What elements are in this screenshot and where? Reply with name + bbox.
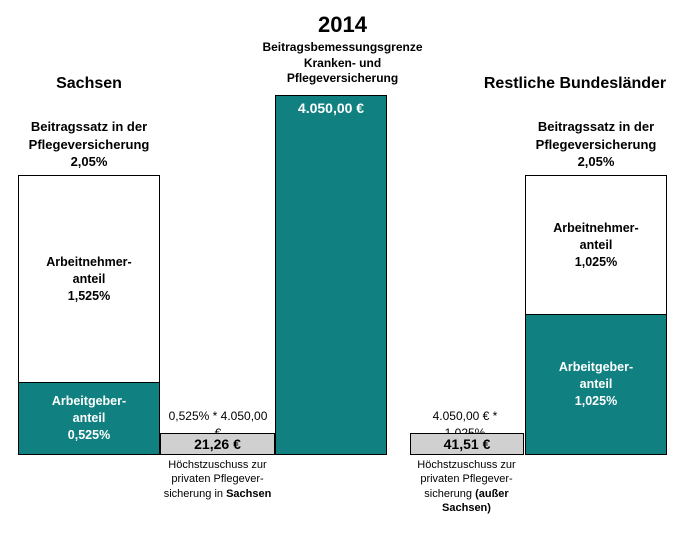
rest-rate-header: Beitragssatz in der Pflegeversicherung 2… [525, 118, 667, 171]
rest-header-line1: Beitragssatz in der [538, 119, 654, 134]
bar-center: 4.050,00 € [275, 95, 387, 455]
sachsen-ag-label2: anteil [73, 410, 106, 427]
sachsen-arbeitgeber-segment: Arbeitgeber- anteil 0,525% [19, 382, 159, 454]
sachsen-ag-label1: Arbeitgeber- [52, 393, 126, 410]
rest-title: Restliche Bundesländer [475, 75, 675, 93]
center-caption-line1: Beitragsbemessungsgrenze [262, 40, 422, 54]
result-sachsen: 21,26 € [160, 433, 275, 455]
rest-ag-label2: anteil [580, 376, 613, 393]
year-title: 2014 [0, 12, 685, 38]
sachsen-header-line2: Pflegeversicherung [29, 137, 150, 152]
sachsen-title: Sachsen [18, 75, 160, 93]
sachsen-total-rate: 2,05% [71, 154, 108, 169]
note-rest-l3a: sicherung [424, 488, 475, 500]
sachsen-ag-rate: 0,525% [68, 427, 110, 444]
note-sachsen-l3b: Sachsen [226, 488, 271, 500]
sachsen-rate-header: Beitragssatz in der Pflegeversicherung 2… [18, 118, 160, 171]
sachsen-an-label2: anteil [73, 271, 106, 288]
rest-header-line2: Pflegeversicherung [536, 137, 657, 152]
rest-arbeitgeber-segment: Arbeitgeber- anteil 1,025% [526, 314, 666, 454]
result-rest: 41,51 € [410, 433, 524, 455]
center-caption-line2: Kranken- und [304, 56, 381, 70]
note-sachsen-l1: Höchstzuschuss zur [168, 459, 266, 471]
center-amount: 4.050,00 € [276, 100, 386, 116]
rest-an-rate: 1,025% [575, 254, 617, 271]
sachsen-arbeitnehmer-segment: Arbeitnehmer- anteil 1,525% [19, 176, 159, 383]
rest-arbeitnehmer-segment: Arbeitnehmer- anteil 1,025% [526, 176, 666, 315]
bar-rest: Arbeitnehmer- anteil 1,025% Arbeitgeber-… [525, 175, 667, 455]
note-sachsen-l2: privaten Pflegever- [171, 473, 263, 485]
bar-sachsen: Arbeitnehmer- anteil 1,525% Arbeitgeber-… [18, 175, 160, 455]
note-rest-l1: Höchstzuschuss zur [417, 459, 515, 471]
sachsen-an-label1: Arbeitnehmer- [46, 254, 131, 271]
rest-total-rate: 2,05% [578, 154, 615, 169]
note-rest-l2: privaten Pflegever- [420, 473, 512, 485]
sachsen-an-rate: 1,525% [68, 288, 110, 305]
note-sachsen: Höchstzuschuss zur privaten Pflegever- s… [160, 458, 275, 501]
note-rest: Höchstzuschuss zur privaten Pflegever- s… [409, 458, 524, 515]
note-sachsen-l3a: sicherung in [164, 488, 226, 500]
center-caption-line3: Pflegeversicherung [287, 71, 398, 85]
rest-ag-rate: 1,025% [575, 393, 617, 410]
rest-an-label1: Arbeitnehmer- [553, 220, 638, 237]
rest-an-label2: anteil [580, 237, 613, 254]
sachsen-header-line1: Beitragssatz in der [31, 119, 147, 134]
rest-ag-label1: Arbeitgeber- [559, 359, 633, 376]
